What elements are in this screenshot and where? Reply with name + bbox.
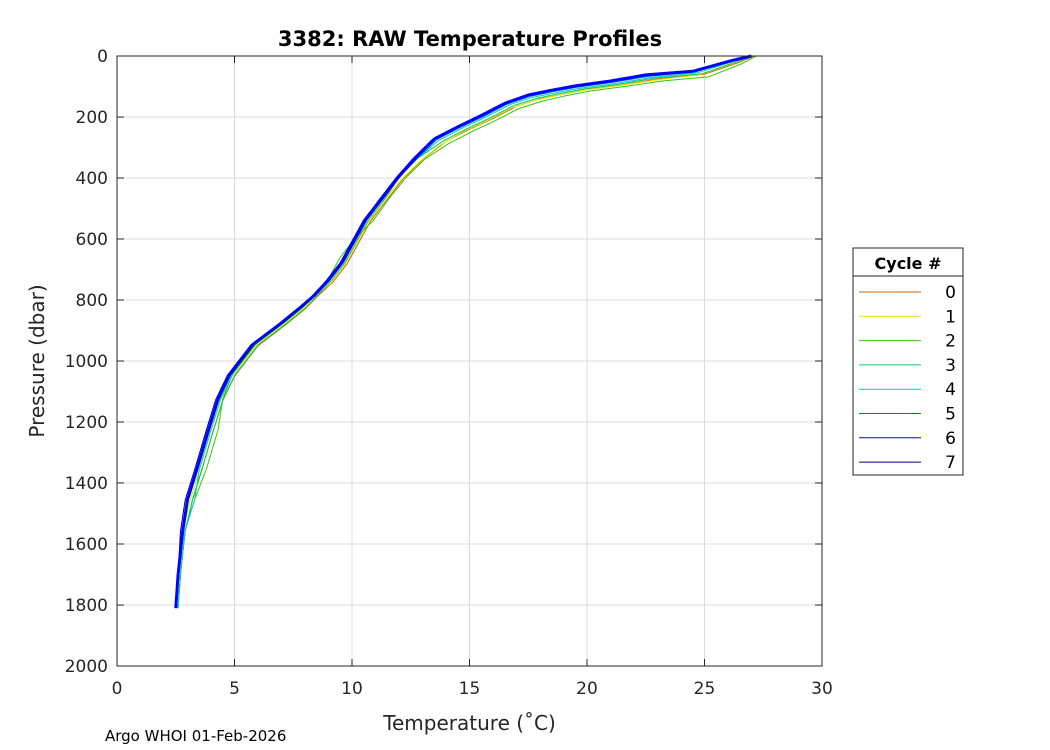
series-line-cycle-4 [177,55,752,609]
legend-label-cycle-5: 5 [945,405,956,425]
x-tick-label: 30 [811,679,833,699]
legend-label-cycle-7: 7 [945,453,956,473]
y-tick-label: 1400 [65,474,108,494]
y-tick-label: 200 [76,108,108,128]
y-tick-label: 1000 [65,352,108,372]
grid [116,55,823,667]
legend-label-cycle-2: 2 [945,332,956,352]
legend-title: Cycle # [875,254,942,273]
series-line-cycle-3 [177,55,752,609]
x-axis-ticks: 0 5 10 15 20 25 30 [112,56,833,699]
legend-label-cycle-0: 0 [945,283,956,303]
y-axis-label: Pressure (dbar) [25,284,49,437]
y-tick-label: 0 [97,47,108,67]
y-axis-ticks: 0 200 400 600 800 1000 1200 1400 1600 1800 2000 [65,47,822,677]
y-tick-label: 800 [76,291,108,311]
y-tick-label: 1200 [65,413,108,433]
x-tick-label: 5 [229,679,240,699]
series-line-cycle-0 [177,55,755,609]
x-tick-label: 0 [112,679,123,699]
x-tick-label: 20 [576,679,598,699]
legend-label-cycle-4: 4 [945,380,956,400]
series-line-cycle-1 [177,55,752,609]
series-line-cycle-6 [174,54,752,609]
x-tick-label: 10 [341,679,363,699]
legend-box [852,247,964,476]
y-tick-label: 2000 [65,657,108,677]
y-tick-label: 1800 [65,596,108,616]
legend: Cycle # 0 1 2 3 4 5 6 7 [852,247,964,476]
series-line-cycle-2 [177,55,757,609]
x-axis-label: Temperature (˚C) [382,711,556,735]
series-lines [174,54,757,609]
legend-label-cycle-1: 1 [945,307,956,327]
footer-text: Argo WHOI 01-Feb-2026 [105,727,286,745]
x-tick-label: 15 [459,679,481,699]
series-line-cycle-5 [175,55,750,609]
series-line-cycle-7 [175,55,750,609]
y-tick-label: 400 [76,169,108,189]
legend-label-cycle-3: 3 [945,356,956,376]
y-tick-label: 600 [76,230,108,250]
legend-items: 0 1 2 3 4 5 6 7 [859,283,956,473]
x-tick-label: 25 [694,679,716,699]
legend-label-cycle-6: 6 [945,429,956,449]
chart-title: 3382: RAW Temperature Profiles [278,27,662,51]
y-tick-label: 1600 [65,535,108,555]
